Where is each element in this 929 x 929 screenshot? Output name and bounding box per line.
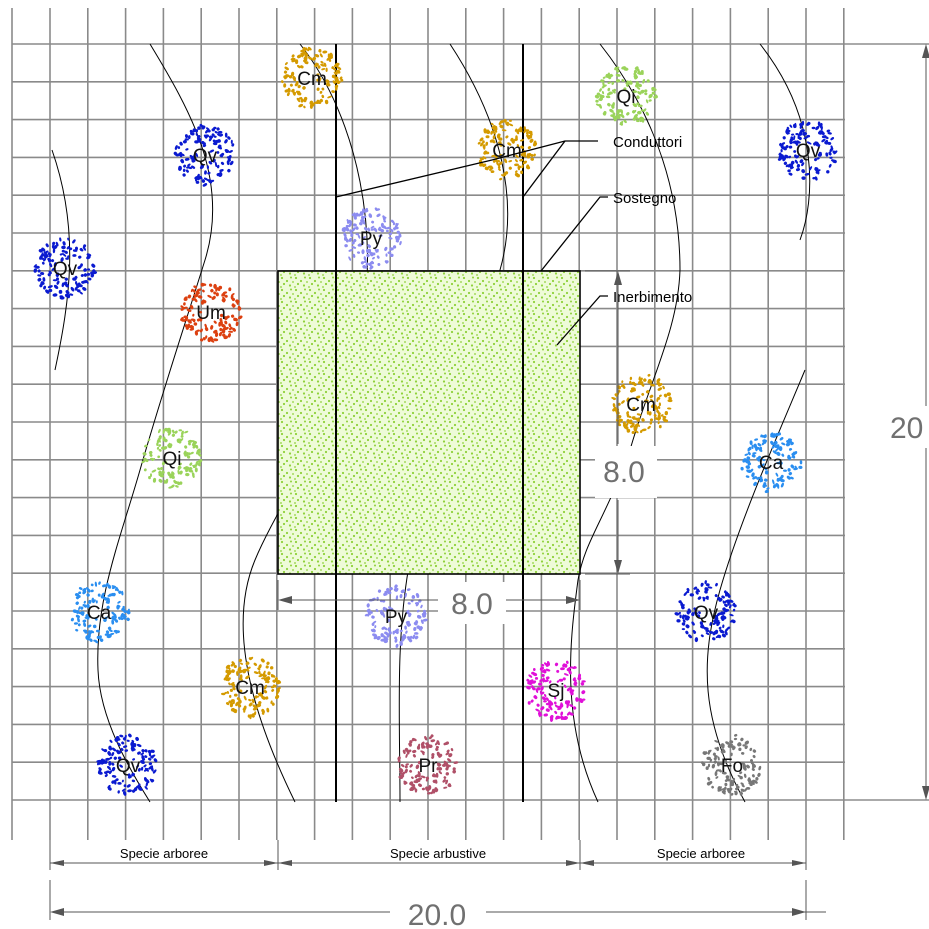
conduttori-leader-left bbox=[335, 140, 598, 198]
plant-code-label: Py bbox=[360, 229, 383, 250]
plant-code-label: Qi bbox=[163, 449, 182, 470]
plant-qi: Qi bbox=[141, 427, 203, 489]
plant-code-label: Cm bbox=[626, 395, 656, 416]
plant-qv: Qv bbox=[777, 120, 838, 181]
total-height-value: 20 bbox=[890, 412, 923, 445]
plant-code-label: Py bbox=[385, 607, 408, 628]
square-width-dimension: 8.0 bbox=[277, 580, 581, 624]
sostegno-label: Sostegno bbox=[613, 190, 676, 207]
plant-cm: Cm bbox=[477, 119, 538, 181]
plant-cm: Cm bbox=[611, 373, 673, 435]
plant-py: Py bbox=[364, 584, 428, 648]
zone-middle-label: Specie arbustive bbox=[390, 846, 486, 861]
planting-row-line bbox=[706, 369, 806, 803]
inerbimento-area bbox=[277, 270, 581, 575]
plant-qv: Qv bbox=[674, 580, 737, 643]
plant-qv: Qv bbox=[173, 123, 235, 187]
plant-code-label: Pr bbox=[419, 756, 439, 777]
plant-code-label: Cm bbox=[492, 141, 522, 162]
square-height-value: 8.0 bbox=[603, 456, 645, 489]
plant-code-label: Qi bbox=[617, 87, 636, 108]
plant-py: Py bbox=[341, 207, 402, 270]
plant-code-label: Um bbox=[196, 303, 226, 324]
square-width-value: 8.0 bbox=[451, 588, 493, 621]
plant-pr: Pr bbox=[397, 734, 459, 795]
plant-sj: Sj bbox=[526, 660, 586, 722]
total-height-dimension: 20 bbox=[845, 43, 929, 801]
zone-dimension: Specie arboree Specie arbustive Specie a… bbox=[49, 840, 807, 870]
conduttori-leader-right bbox=[522, 140, 566, 198]
plant-code-label: Sj bbox=[548, 681, 565, 702]
plant-code-label: Qv bbox=[116, 756, 141, 777]
planting-row-line bbox=[51, 149, 71, 371]
plant-code-label: Qv bbox=[694, 603, 719, 624]
plants-layer: Cm Cm Qi Qv Cm Qv Py Qv Um Qi Ca Ca Py Qv Cm Sj Qv Pr Fo bbox=[33, 46, 838, 796]
plant-code-label: Fo bbox=[721, 756, 743, 777]
plant-code-label: Qv bbox=[796, 141, 821, 162]
plant-code-label: Qv bbox=[193, 146, 218, 167]
plant-um: Um bbox=[180, 282, 243, 343]
leader-lines bbox=[335, 140, 608, 346]
plant-qv: Qv bbox=[96, 733, 158, 796]
plant-code-label: Cm bbox=[297, 69, 327, 90]
zone-right-label: Specie arboree bbox=[657, 846, 745, 861]
conduttori-label: Conduttori bbox=[613, 134, 682, 151]
inerbimento-leader bbox=[556, 295, 608, 346]
zone-left-label: Specie arboree bbox=[120, 846, 208, 861]
sostegno-leader bbox=[540, 196, 608, 272]
plant-ca: Ca bbox=[740, 432, 803, 494]
total-width-value: 20.0 bbox=[408, 899, 466, 929]
plant-qv: Qv bbox=[33, 237, 98, 300]
plant-code-label: Cm bbox=[235, 678, 265, 699]
plant-fo: Fo bbox=[700, 733, 762, 796]
plant-code-label: Ca bbox=[759, 453, 784, 474]
total-width-dimension: 20.0 bbox=[49, 880, 826, 929]
plant-cm: Cm bbox=[280, 46, 344, 109]
plant-cm: Cm bbox=[221, 656, 282, 720]
plant-code-label: Ca bbox=[87, 603, 112, 624]
planting-row-line bbox=[759, 43, 811, 241]
plant-code-label: Qv bbox=[53, 259, 78, 280]
inerbimento-label: Inerbimento bbox=[613, 289, 692, 306]
plant-ca: Ca bbox=[70, 581, 131, 644]
plant-qi: Qi bbox=[594, 66, 658, 126]
square-height-dimension: 8.0 bbox=[585, 270, 657, 575]
